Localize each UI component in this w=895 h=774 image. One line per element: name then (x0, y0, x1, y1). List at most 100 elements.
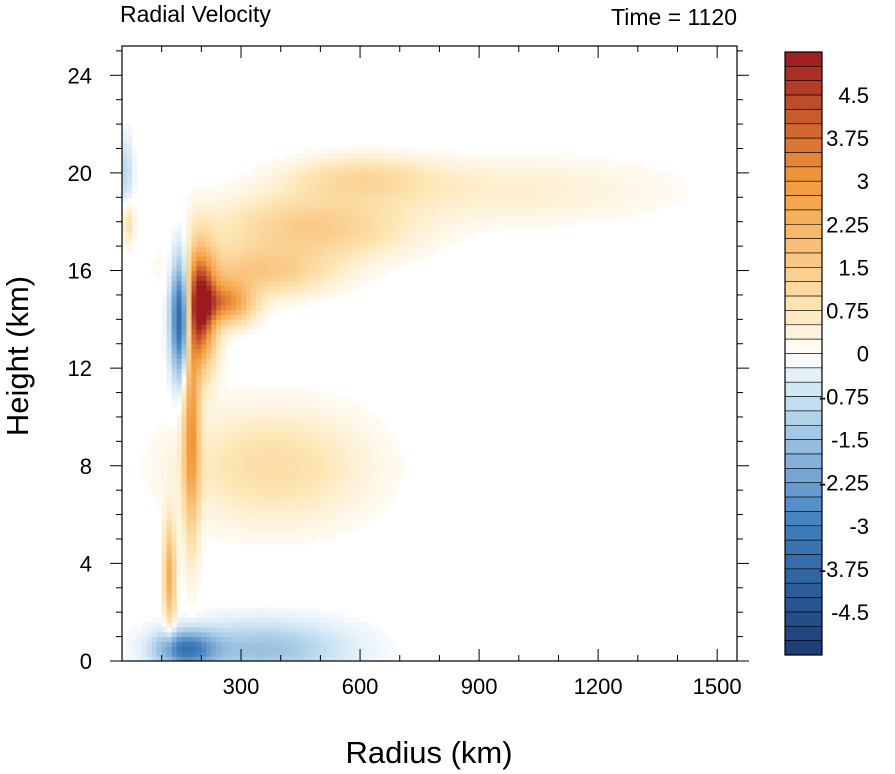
velocity-cell (131, 153, 138, 159)
velocity-cell (345, 451, 351, 457)
velocity-cell (141, 475, 148, 482)
velocity-cell (211, 260, 217, 267)
velocity-cell (285, 260, 292, 267)
velocity-cell (191, 631, 197, 638)
velocity-cell (459, 202, 465, 208)
velocity-cell (563, 221, 569, 228)
velocity-cell (429, 197, 436, 203)
velocity-cell (632, 202, 639, 208)
velocity-cell (191, 553, 197, 560)
velocity-cell (285, 172, 292, 179)
velocity-cell (245, 187, 252, 194)
velocity-cell (196, 480, 202, 486)
velocity-cell (236, 280, 242, 286)
velocity-cell (211, 519, 217, 525)
velocity-cell (360, 192, 366, 198)
velocity-cell (201, 377, 207, 384)
velocity-cell (181, 534, 188, 540)
velocity-cell (151, 451, 158, 457)
velocity-cell (226, 236, 232, 242)
velocity-cell (221, 509, 227, 516)
velocity-cell (270, 187, 277, 194)
velocity-cell (216, 329, 222, 335)
velocity-cell (310, 641, 317, 647)
velocity-cell (236, 612, 242, 618)
y-tick-label: 16 (68, 259, 92, 284)
velocity-cell (355, 255, 361, 262)
velocity-cell (310, 519, 317, 525)
velocity-cell (236, 392, 242, 399)
velocity-cell (305, 465, 312, 472)
velocity-cell (374, 441, 381, 447)
velocity-cell (226, 216, 232, 223)
velocity-cell (300, 231, 307, 237)
velocity-cell (320, 621, 326, 628)
velocity-cell (176, 548, 183, 555)
velocity-cell (543, 207, 550, 213)
velocity-cell (176, 495, 183, 501)
velocity-cell (315, 534, 321, 540)
velocity-cell (196, 314, 202, 320)
velocity-cell (270, 509, 277, 516)
velocity-cell (270, 280, 277, 286)
velocity-cell (330, 626, 336, 633)
velocity-cell (598, 197, 604, 203)
velocity-cell (345, 416, 351, 423)
velocity-cell (345, 275, 351, 281)
velocity-cell (196, 397, 202, 403)
velocity-cell (250, 524, 257, 530)
velocity-cell (221, 221, 227, 228)
velocity-cell (250, 236, 257, 242)
velocity-cell (166, 294, 173, 301)
velocity-cell (191, 524, 197, 530)
velocity-cell (558, 216, 565, 223)
velocity-cell (335, 202, 341, 208)
velocity-cell (176, 534, 183, 540)
velocity-cell (216, 294, 222, 301)
velocity-cell (191, 241, 197, 247)
velocity-cell (241, 421, 247, 428)
colorbar-swatch (784, 166, 823, 182)
velocity-cell (330, 260, 336, 267)
velocity-cell (360, 631, 366, 638)
velocity-cell (181, 558, 188, 564)
velocity-cell (136, 626, 143, 633)
velocity-cell (389, 246, 396, 252)
velocity-cell (414, 148, 421, 154)
velocity-cell (270, 251, 277, 257)
velocity-cell (573, 177, 579, 184)
velocity-cell (201, 446, 207, 452)
velocity-cell (434, 216, 441, 223)
velocity-cell (176, 387, 183, 394)
velocity-cell (508, 211, 515, 218)
velocity-cell (340, 231, 346, 237)
velocity-cell (553, 202, 560, 208)
velocity-cell (404, 202, 411, 208)
velocity-cell (206, 651, 212, 657)
velocity-cell (260, 626, 267, 633)
velocity-cell (166, 607, 173, 613)
colorbar-swatch (784, 597, 823, 613)
velocity-cell (355, 168, 361, 174)
velocity-cell (275, 470, 282, 477)
velocity-cell (280, 431, 287, 438)
velocity-cell (335, 636, 341, 643)
velocity-cell (231, 490, 237, 496)
velocity-cell (146, 475, 153, 482)
velocity-cell (657, 182, 664, 189)
velocity-cell (255, 407, 262, 413)
velocity-cell (250, 475, 257, 482)
velocity-cell (226, 534, 232, 540)
velocity-cell (305, 275, 312, 281)
velocity-cell (186, 368, 193, 374)
velocity-cell (245, 260, 252, 267)
velocity-cell (245, 621, 252, 628)
velocity-cell (221, 412, 227, 418)
velocity-cell (196, 621, 202, 628)
velocity-cell (226, 509, 232, 516)
velocity-cell (657, 177, 664, 184)
velocity-cell (201, 211, 207, 218)
velocity-cell (241, 231, 247, 237)
velocity-cell (662, 192, 669, 198)
velocity-cell (265, 480, 272, 486)
